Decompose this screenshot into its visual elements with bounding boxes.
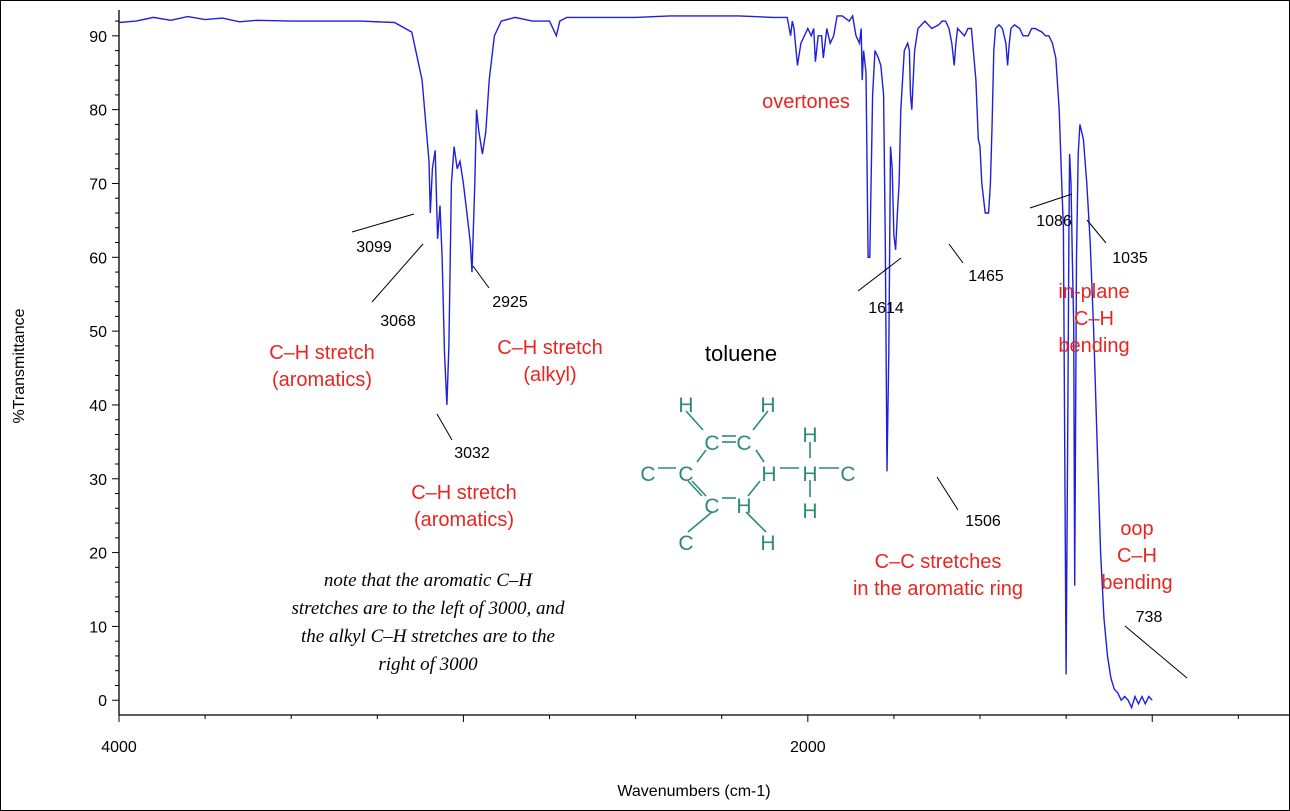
- annotation-6: C–C stretches in the aromatic ring: [853, 551, 1023, 600]
- peak-label-2925: 2925: [492, 294, 528, 311]
- atom-C: C: [840, 463, 855, 486]
- axes: [118, 10, 1290, 716]
- bond: [696, 449, 707, 463]
- peak-label-1506: 1506: [965, 513, 1001, 530]
- atom-C: C: [678, 532, 693, 555]
- y-tick-label: 0: [98, 693, 107, 710]
- y-tick-label: 20: [89, 546, 107, 563]
- y-tick-label: 80: [89, 103, 107, 120]
- peak-label-1465: 1465: [968, 268, 1004, 285]
- atom-H: H: [760, 394, 775, 417]
- peak-leader-1465: [948, 243, 964, 264]
- peak-leader-3032: [436, 413, 453, 441]
- tick-marks: [112, 20, 1239, 722]
- peak-leader-2925: [472, 265, 490, 289]
- annotation-1: C–H stretch (aromatics): [269, 342, 375, 391]
- bond: [685, 410, 704, 431]
- bond: [687, 511, 713, 533]
- peak-leader-1506: [936, 476, 959, 511]
- atom-H: H: [802, 463, 817, 486]
- annotation-7: oop C–H bending: [1101, 518, 1172, 594]
- note-line-1: note that the aromatic C–H: [324, 570, 534, 591]
- y-tick-label: 70: [89, 176, 107, 193]
- atom-H: H: [736, 495, 751, 518]
- peak-label-738: 738: [1136, 609, 1163, 626]
- peak-label-1086: 1086: [1036, 213, 1072, 230]
- atom-H: H: [802, 424, 817, 447]
- atom-H: H: [761, 463, 776, 486]
- tick-labels: 0 10 20 30 40 50 60 70 80 90 4000 2000: [89, 29, 826, 756]
- peak-leader-738: [1124, 625, 1188, 679]
- atom-H: H: [802, 500, 817, 523]
- peak-leader-3099: [351, 213, 415, 233]
- annotations: C–H stretch (aromatics) C–H stretch (alkyl)…: [269, 91, 1172, 600]
- explanatory-note: note that the aromatic C–H stretches are …: [292, 570, 565, 675]
- note-line-3: the alkyl C–H stretches are to the: [301, 626, 555, 647]
- atom-C: C: [678, 463, 693, 486]
- x-tick-label: 4000: [101, 739, 137, 756]
- note-line-4: right of 3000: [378, 654, 478, 675]
- peak-leader-3068: [371, 243, 424, 303]
- atom-C: C: [704, 432, 719, 455]
- peak-leader-1035: [1086, 219, 1107, 244]
- annotation-5: in-plane C–H bending: [1058, 281, 1129, 357]
- atom-C: C: [640, 463, 655, 486]
- y-tick-label: 50: [89, 324, 107, 341]
- x-axis-title: Wavenumbers (cm-1): [617, 783, 770, 800]
- note-line-2: stretches are to the left of 3000, and: [292, 598, 565, 619]
- bond: [687, 480, 703, 497]
- spectrum-line: [118, 14, 1153, 710]
- peak-label-1035: 1035: [1112, 250, 1148, 267]
- y-tick-label: 60: [89, 250, 107, 267]
- atom-H: H: [760, 532, 775, 555]
- toluene-structure: toluene H HC C HC C H H CC H HC H: [640, 341, 855, 555]
- peak-label-3099: 3099: [356, 239, 392, 256]
- molecule-name: toluene: [705, 341, 777, 366]
- bond: [745, 511, 767, 533]
- molecule-bonds: [658, 410, 839, 533]
- bond: [755, 449, 765, 463]
- annotation-3: C–H stretch (aromatics): [411, 482, 517, 531]
- y-tick-label: 90: [89, 29, 107, 46]
- peak-labels: 3099 3068 2925 3032 1614 1465 1086 1035 1506 738: [356, 213, 1162, 626]
- bond: [752, 410, 769, 431]
- bond: [747, 480, 761, 497]
- peak-leader-lines: [351, 193, 1188, 679]
- bond: [691, 480, 707, 497]
- peak-leader-1086: [1029, 193, 1073, 209]
- annotation-2: C–H stretch (alkyl): [497, 337, 603, 386]
- peak-label-3068: 3068: [380, 313, 416, 330]
- y-tick-label: 10: [89, 619, 107, 636]
- peak-label-3032: 3032: [454, 445, 490, 462]
- x-tick-label: 2000: [790, 739, 826, 756]
- annotation-4: overtones: [762, 91, 850, 113]
- y-axis-title: %Transmittance: [11, 308, 28, 423]
- atom-C: C: [704, 495, 719, 518]
- y-tick-label: 30: [89, 472, 107, 489]
- peak-label-1614: 1614: [868, 300, 904, 317]
- peak-leader-1614: [857, 257, 902, 292]
- atom-H: H: [678, 394, 693, 417]
- y-tick-label: 40: [89, 398, 107, 415]
- atom-C: C: [736, 432, 751, 455]
